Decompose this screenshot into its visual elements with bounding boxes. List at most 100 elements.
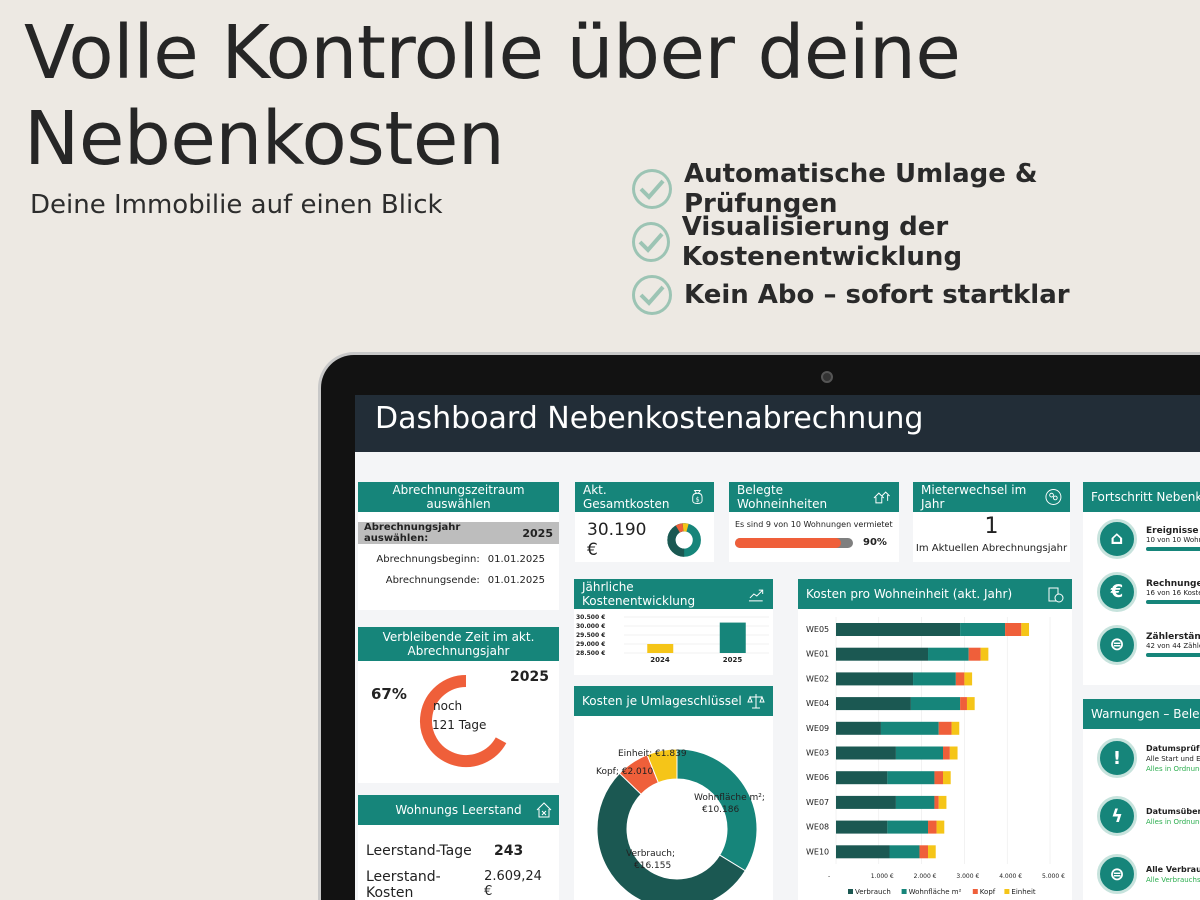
progress-item-bar xyxy=(1146,547,1200,551)
occupied-bar xyxy=(735,537,853,548)
period-card: Abrechnungszeitraum auswählen Abrechnung… xyxy=(358,482,559,610)
legend-swatch xyxy=(901,889,907,894)
yearly-cost-header: Jährliche Kostenentwicklung xyxy=(574,579,773,609)
warning-item: ⊜ Alle VerbrauchAlle Verbrauchsk xyxy=(1083,845,1200,900)
progress-item-bar-fill xyxy=(1146,600,1200,604)
people-exchange-icon xyxy=(1045,489,1062,505)
warning-item: ϟ DatumsüberlapAlles in Ordnung xyxy=(1083,787,1200,845)
bar-segment xyxy=(895,746,943,760)
allocation-card: Kosten je Umlageschlüssel Verbrauch; €16.… xyxy=(574,686,773,900)
progress-item-title: Zählerständ xyxy=(1146,632,1200,642)
start-label: Abrechnungsbeginn: xyxy=(376,554,480,565)
feature-item: Automatische Umlage & Prüfungen xyxy=(632,159,1200,219)
feature-text: Visualisierung der Kostenentwicklung xyxy=(681,211,963,272)
progress-header: Fortschritt Nebenkos xyxy=(1083,482,1200,512)
y-tick-label: WE09 xyxy=(806,724,829,733)
tenant-change-caption: Im Aktuellen Abrechnungsjahr xyxy=(915,543,1068,554)
hero-title: Volle Kontrolle über deine Nebenkosten xyxy=(24,10,961,182)
warning-item-status: Alles in Ordnung xyxy=(1146,817,1200,826)
y-tick-label: WE05 xyxy=(806,625,829,634)
bar-segment xyxy=(913,672,956,686)
bar-segment xyxy=(960,623,1006,636)
slice-Einheit xyxy=(646,748,678,784)
bar-segment xyxy=(895,795,935,809)
year-select[interactable]: Abrechnungsjahr auswählen: 2025 xyxy=(358,522,559,544)
building-euro-icon xyxy=(1048,587,1064,603)
bar-segment xyxy=(938,721,952,735)
tenant-change-header: Mieterwechsel im Jahr xyxy=(913,482,1070,512)
tenant-change-card: Mieterwechsel im Jahr 1 Im Aktuellen Abr… xyxy=(913,482,1070,562)
remaining-header-line1: Verbleibende Zeit im akt. xyxy=(382,630,535,644)
progress-item-title: Rechnungen xyxy=(1146,579,1200,589)
end-label: Abrechnungsende: xyxy=(385,575,480,586)
hero-title-line1: Volle Kontrolle über deine xyxy=(24,10,961,96)
x-tick-label: 2025 xyxy=(723,656,743,664)
slice-label: Verbrauch; xyxy=(626,849,675,859)
unit-cost-chart: - 1.000 € 2.000 € 3.000 € 4.000 € 5.000 € WE05… xyxy=(806,617,1065,896)
bar-segment xyxy=(836,721,881,735)
yearly-cost-title: Jährliche Kostenentwicklung xyxy=(582,580,696,608)
feature-text: Automatische Umlage & Prüfungen xyxy=(683,158,1038,219)
legend-swatch xyxy=(1004,889,1010,894)
house-x-icon xyxy=(536,802,552,818)
x-tick-label: 2024 xyxy=(650,656,670,664)
occupied-header: Belegte Wohneinheiten xyxy=(729,482,899,512)
bar-segment xyxy=(836,672,914,686)
remaining-year: 2025 xyxy=(510,669,549,685)
occupied-text: Es sind 9 von 10 Wohnungen vermietet xyxy=(735,520,893,529)
lightning-icon: ϟ xyxy=(1097,796,1137,836)
unit-cost-card: Kosten pro Wohneinheit (akt. Jahr) - 1.00… xyxy=(798,579,1072,900)
warning-item-title: Datumsüberlap xyxy=(1146,806,1200,816)
x-tick-label: 3.000 € xyxy=(956,873,979,880)
y-tick-label: 29.500 € xyxy=(576,632,605,639)
remaining-header: Verbleibende Zeit im akt. Abrechnungsjah… xyxy=(358,627,559,661)
check-circle-icon xyxy=(632,221,670,262)
x-tick-label: 5.000 € xyxy=(1042,873,1065,880)
progress-item: ⌂ Ereignisse v10 von 10 Wohn xyxy=(1083,512,1200,565)
slice-label: €16.155 xyxy=(634,861,671,871)
bar-segment xyxy=(919,845,929,859)
bar-2024 xyxy=(647,644,674,653)
yearly-cost-chart: 30.500 € 30.000 € 29.500 € 29.000 € 28.500 €… xyxy=(576,614,769,664)
bar-2025 xyxy=(719,622,746,653)
euro-icon: € xyxy=(1097,571,1137,612)
progress-item-bar-fill xyxy=(1146,653,1200,657)
legend-swatch xyxy=(848,889,853,894)
bar-segment xyxy=(943,746,950,760)
vacancy-cost-value: 2.609,24 € xyxy=(484,869,542,899)
progress-item-bar xyxy=(1146,600,1200,604)
legend-swatch xyxy=(972,889,978,894)
meter-icon: ⊜ xyxy=(1097,854,1137,894)
y-tick-label: WE02 xyxy=(806,674,829,683)
check-circle-icon xyxy=(632,274,672,315)
dashboard-title: Dashboard Nebenkostenabrechnung xyxy=(355,395,1200,452)
unit-cost-title: Kosten pro Wohneinheit (akt. Jahr) xyxy=(806,587,1013,601)
hero-subtitle: Deine Immobilie auf einen Blick xyxy=(30,190,443,220)
bar-segment xyxy=(949,746,958,760)
svg-text:$: $ xyxy=(696,496,700,504)
bar-segment xyxy=(938,795,947,809)
feature-item: Visualisierung der Kostenentwicklung xyxy=(632,212,1200,272)
x-tick-label: 4.000 € xyxy=(999,873,1022,880)
bar-segment xyxy=(836,845,890,859)
occupied-percent: 90% xyxy=(863,537,887,548)
legend-label: Verbrauch xyxy=(855,888,891,896)
feature-item: Kein Abo – sofort startklar xyxy=(632,268,1200,321)
vacancy-days-value: 243 xyxy=(494,843,524,859)
bar-segment xyxy=(1005,623,1022,636)
vacancy-cost-label: Leerstand-Kosten xyxy=(366,869,441,900)
x-tick-label: 1.000 € xyxy=(871,873,894,880)
remaining-days: 121 Tage xyxy=(432,718,487,732)
bar-segment xyxy=(951,721,960,735)
tenant-change-title: Mieterwechsel im Jahr xyxy=(921,483,1027,511)
bar-segment xyxy=(966,697,975,711)
allocation-title: Kosten je Umlageschlüssel xyxy=(582,694,742,708)
remaining-noch: noch xyxy=(433,699,463,713)
y-tick-label: WE01 xyxy=(806,650,829,659)
slice-label: Kopf; €2.010 xyxy=(596,767,653,777)
scale-icon xyxy=(747,694,765,709)
year-label: Abrechnungsjahr auswählen: xyxy=(364,522,461,544)
y-tick-label: 30.000 € xyxy=(576,623,605,630)
y-tick-label: 30.500 € xyxy=(576,614,605,621)
bar-segment xyxy=(980,647,989,661)
